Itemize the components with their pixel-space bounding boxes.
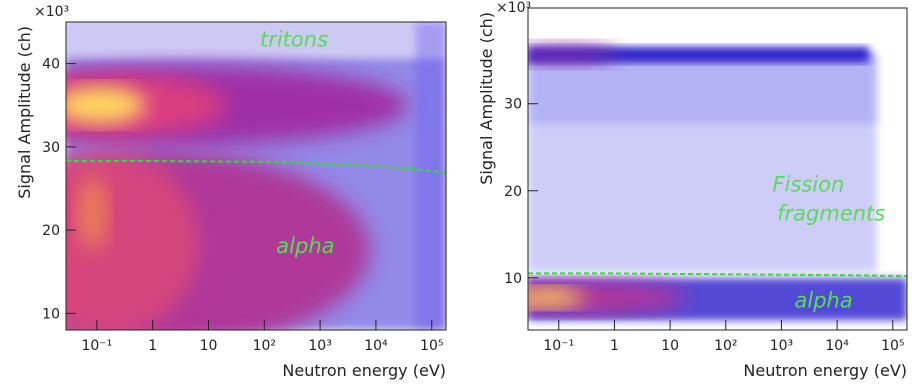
x-tick-label: 1: [148, 338, 157, 354]
y-multiplier: ×10³: [496, 0, 531, 16]
x-tick-label: 10⁻¹: [543, 338, 574, 354]
x-tick-label: 10²: [714, 338, 737, 354]
x-axis-label: Neutron energy (eV): [743, 361, 907, 380]
x-tick-label: 10: [661, 338, 679, 354]
x-axis-label: Neutron energy (eV): [282, 361, 446, 380]
x-tick-label: 10⁵: [881, 338, 904, 354]
y-axis-label: Signal Amplitude (ch): [15, 26, 34, 199]
density: [528, 43, 619, 66]
density: [66, 86, 146, 124]
y-tick-label: 30: [504, 97, 522, 113]
x-tick-label: 1: [610, 338, 619, 354]
plot-frame: [527, 7, 908, 331]
x-tick-label: 10⁵: [420, 338, 443, 354]
density: [528, 288, 585, 308]
cut-line: [528, 272, 907, 278]
x-tick-label: 10⁻¹: [81, 338, 112, 354]
annotation: Fission: [773, 173, 845, 197]
y-multiplier: ×10³: [34, 4, 69, 20]
y-axis-label: Signal Amplitude (ch): [477, 12, 496, 185]
x-tick-label: 10³: [308, 338, 331, 354]
density: [415, 22, 446, 330]
annotation: alpha: [795, 288, 853, 312]
annotation: tritons: [260, 28, 328, 52]
y-tick-label: 40: [42, 57, 60, 73]
density: [66, 151, 199, 330]
plot-frame: [65, 21, 447, 331]
x-tick-label: 10³: [770, 338, 793, 354]
density: [77, 176, 108, 250]
x-tick-label: 10⁴: [364, 338, 388, 354]
annotation: fragments: [777, 202, 885, 226]
y-tick-label: 20: [42, 223, 60, 239]
annotation: alpha: [276, 234, 334, 258]
y-tick-label: 20: [504, 184, 522, 200]
plot-area: [66, 22, 446, 330]
y-tick-label: 10: [504, 271, 522, 287]
x-tick-label: 10⁴: [825, 338, 849, 354]
y-tick-label: 30: [42, 140, 60, 156]
plot-area: [528, 43, 907, 321]
y-tick-label: 10: [42, 306, 60, 322]
x-tick-label: 10²: [253, 338, 276, 354]
density: [66, 22, 446, 59]
x-tick-label: 10: [200, 338, 218, 354]
